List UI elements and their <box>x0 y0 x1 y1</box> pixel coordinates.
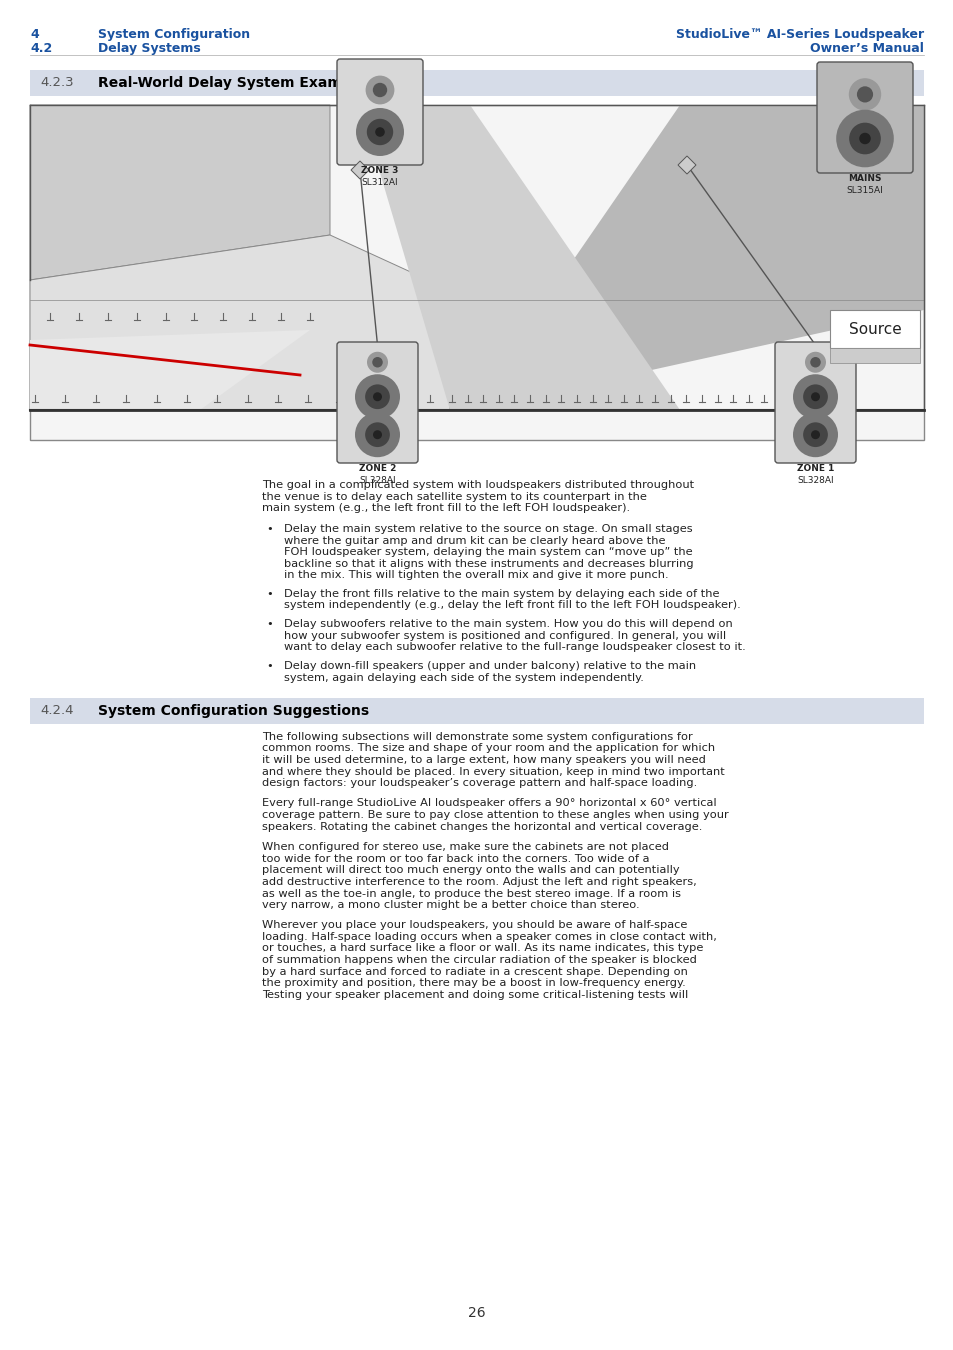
Circle shape <box>848 78 881 111</box>
Bar <box>30 698 923 724</box>
Circle shape <box>792 412 837 458</box>
Circle shape <box>355 374 399 420</box>
Polygon shape <box>678 157 696 174</box>
FancyBboxPatch shape <box>336 342 417 463</box>
Circle shape <box>373 393 381 401</box>
Text: 4.2.3: 4.2.3 <box>40 77 73 89</box>
Circle shape <box>365 385 390 409</box>
Text: Delay the front fills relative to the main system by delaying each side of the
s: Delay the front fills relative to the ma… <box>284 589 740 610</box>
Text: Every full-range StudioLive AI loudspeaker offers a 90° horizontal x 60° vertica: Every full-range StudioLive AI loudspeak… <box>262 798 728 832</box>
Text: Delay the main system relative to the source on stage. On small stages
where the: Delay the main system relative to the so… <box>284 524 693 580</box>
Bar <box>829 348 919 363</box>
Circle shape <box>836 109 893 167</box>
Text: SL312AI: SL312AI <box>361 178 398 188</box>
Text: Real-World Delay System Example: Real-World Delay System Example <box>98 76 365 90</box>
Text: •: • <box>266 662 273 671</box>
Bar <box>829 310 919 348</box>
Circle shape <box>848 123 880 154</box>
Circle shape <box>373 431 381 439</box>
Circle shape <box>810 431 820 439</box>
Text: StudioLive™ AI-Series Loudspeaker: StudioLive™ AI-Series Loudspeaker <box>675 28 923 40</box>
Text: •: • <box>266 524 273 535</box>
Circle shape <box>372 356 382 367</box>
Circle shape <box>365 76 394 104</box>
Text: •: • <box>266 589 273 598</box>
Text: SL315AI: SL315AI <box>845 186 882 194</box>
Text: MAINS: MAINS <box>847 174 881 184</box>
Text: Delay down-fill speakers (upper and under balcony) relative to the main
system, : Delay down-fill speakers (upper and unde… <box>284 662 696 683</box>
Text: ZONE 3: ZONE 3 <box>361 166 398 176</box>
Text: 4: 4 <box>30 28 39 40</box>
Text: 4.2: 4.2 <box>30 42 52 55</box>
Polygon shape <box>30 235 450 410</box>
Circle shape <box>375 127 384 136</box>
FancyBboxPatch shape <box>774 342 855 463</box>
FancyBboxPatch shape <box>336 59 422 165</box>
Bar <box>30 70 923 96</box>
Circle shape <box>792 374 837 420</box>
Circle shape <box>367 352 388 373</box>
Circle shape <box>810 393 820 401</box>
Circle shape <box>856 86 872 103</box>
Text: ZONE 1: ZONE 1 <box>796 464 833 472</box>
Polygon shape <box>351 161 369 180</box>
Text: When configured for stereo use, make sure the cabinets are not placed
too wide f: When configured for stereo use, make sur… <box>262 842 696 910</box>
Text: The following subsections will demonstrate some system configurations for
common: The following subsections will demonstra… <box>262 732 724 788</box>
Text: •: • <box>266 620 273 629</box>
Text: 26: 26 <box>468 1305 485 1320</box>
Text: Owner’s Manual: Owner’s Manual <box>809 42 923 55</box>
Text: System Configuration: System Configuration <box>98 28 250 40</box>
Circle shape <box>373 82 387 97</box>
Circle shape <box>365 423 390 447</box>
Text: System Configuration Suggestions: System Configuration Suggestions <box>98 703 369 718</box>
Text: Delay subwoofers relative to the main system. How you do this will depend on
how: Delay subwoofers relative to the main sy… <box>284 620 745 652</box>
Text: The goal in a complicated system with loudspeakers distributed throughout
the ve: The goal in a complicated system with lo… <box>262 481 694 513</box>
Text: Wherever you place your loudspeakers, you should be aware of half-space
loading.: Wherever you place your loudspeakers, yo… <box>262 921 716 1000</box>
Polygon shape <box>30 329 310 410</box>
Circle shape <box>355 108 403 157</box>
Polygon shape <box>470 105 923 410</box>
Circle shape <box>366 119 393 146</box>
Circle shape <box>802 423 827 447</box>
Polygon shape <box>30 105 330 279</box>
Text: Delay Systems: Delay Systems <box>98 42 200 55</box>
Circle shape <box>859 132 870 144</box>
Text: SL328AI: SL328AI <box>797 477 833 485</box>
Text: SL328AI: SL328AI <box>359 477 395 485</box>
Bar <box>30 105 923 440</box>
Circle shape <box>804 352 825 373</box>
FancyBboxPatch shape <box>816 62 912 173</box>
Circle shape <box>355 412 399 458</box>
Circle shape <box>809 356 820 367</box>
Text: Source: Source <box>848 321 901 336</box>
Polygon shape <box>359 105 679 410</box>
Circle shape <box>802 385 827 409</box>
Text: ZONE 2: ZONE 2 <box>358 464 395 472</box>
Text: 4.2.4: 4.2.4 <box>40 705 73 717</box>
